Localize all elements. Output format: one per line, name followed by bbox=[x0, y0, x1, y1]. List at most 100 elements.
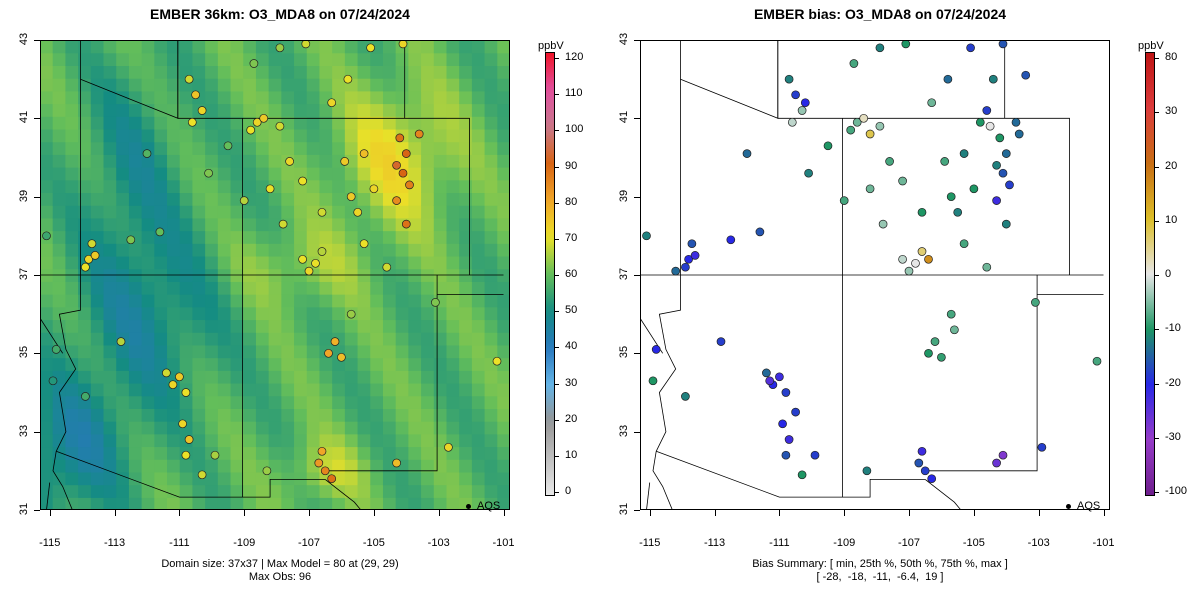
grid-cell bbox=[217, 395, 232, 409]
grid-cell bbox=[103, 179, 117, 194]
grid-cell bbox=[217, 459, 232, 473]
grid-cell bbox=[65, 357, 79, 371]
grid-cell bbox=[268, 281, 282, 295]
grid-cell bbox=[52, 319, 66, 333]
grid-cell bbox=[243, 40, 257, 54]
grid-cell bbox=[433, 52, 448, 66]
grid-cell bbox=[459, 255, 473, 270]
grid-cell bbox=[255, 421, 270, 435]
grid-cell bbox=[103, 484, 117, 498]
grid-cell bbox=[459, 179, 473, 194]
grid-cell bbox=[268, 128, 282, 143]
grid-cell bbox=[116, 294, 130, 308]
grid-cell bbox=[128, 167, 143, 181]
grid-cell bbox=[281, 344, 295, 359]
grid-cell bbox=[433, 357, 448, 371]
grid-cell bbox=[103, 319, 117, 333]
grid-cell bbox=[281, 484, 295, 498]
grid-cell bbox=[230, 459, 244, 473]
grid-cell bbox=[395, 255, 409, 270]
left-footer-line2: Max Obs: 96 bbox=[248, 571, 312, 583]
grid-cell bbox=[344, 141, 359, 155]
grid-cell bbox=[205, 154, 219, 168]
grid-cell bbox=[268, 192, 282, 206]
grid-cell bbox=[268, 217, 282, 232]
grid-cell bbox=[421, 217, 435, 232]
grid-cell bbox=[471, 421, 486, 435]
aqs-station-marker bbox=[998, 168, 1008, 178]
aqs-station-marker bbox=[762, 368, 771, 378]
aqs-station-marker bbox=[927, 474, 937, 484]
grid-cell bbox=[40, 446, 54, 460]
aqs-station-marker bbox=[800, 98, 810, 108]
grid-cell bbox=[332, 40, 346, 54]
x-axis-tick-mark bbox=[1038, 510, 1040, 516]
grid-cell bbox=[40, 205, 54, 219]
grid-cell bbox=[217, 306, 232, 321]
grid-cell bbox=[217, 52, 232, 66]
grid-cell bbox=[459, 421, 473, 435]
grid-cell bbox=[471, 154, 486, 168]
grid-cell bbox=[154, 294, 168, 308]
grid-cell bbox=[103, 446, 117, 460]
grid-cell bbox=[497, 421, 510, 435]
grid-cell bbox=[446, 344, 460, 359]
grid-cell bbox=[497, 179, 510, 194]
grid-cell bbox=[154, 395, 168, 409]
grid-cell bbox=[128, 306, 143, 321]
grid-cell bbox=[167, 90, 181, 105]
grid-cell bbox=[243, 103, 257, 117]
grid-cell bbox=[319, 192, 333, 206]
grid-cell bbox=[52, 154, 66, 168]
grid-cell bbox=[268, 306, 282, 321]
grid-cell bbox=[268, 294, 282, 308]
grid-cell bbox=[141, 370, 155, 384]
aqs-station-marker bbox=[859, 113, 869, 123]
aqs-station-marker bbox=[87, 239, 97, 249]
grid-cell bbox=[497, 382, 510, 397]
grid-cell bbox=[141, 90, 155, 105]
grid-cell bbox=[116, 103, 130, 117]
x-axis-tick-mark bbox=[714, 510, 716, 516]
grid-cell bbox=[141, 294, 155, 308]
grid-cell bbox=[205, 179, 219, 194]
grid-cell bbox=[281, 497, 295, 510]
grid-cell bbox=[497, 306, 510, 321]
aqs-station-marker bbox=[787, 117, 797, 127]
grid-cell bbox=[65, 65, 79, 79]
grid-cell bbox=[217, 205, 232, 219]
aqs-station-marker bbox=[969, 184, 979, 194]
y-axis-tick-label: 31 bbox=[618, 502, 630, 516]
aqs-station-marker bbox=[346, 309, 356, 319]
grid-cell bbox=[484, 446, 498, 460]
colorbar-tick-mark bbox=[555, 94, 559, 96]
grid-cell bbox=[497, 52, 510, 66]
grid-cell bbox=[319, 408, 333, 422]
grid-cell bbox=[90, 484, 105, 498]
grid-cell bbox=[408, 141, 422, 155]
grid-cell bbox=[268, 90, 282, 105]
grid-cell bbox=[421, 382, 435, 397]
grid-cell bbox=[497, 433, 510, 448]
grid-cell bbox=[484, 382, 498, 397]
grid-cell bbox=[332, 179, 346, 194]
grid-cell bbox=[344, 319, 359, 333]
grid-cell bbox=[192, 205, 206, 219]
grid-cell bbox=[395, 395, 409, 409]
grid-cell bbox=[497, 484, 510, 498]
grid-cell bbox=[167, 141, 181, 155]
state-boundary-line bbox=[242, 117, 470, 275]
grid-cell bbox=[243, 332, 257, 346]
grid-cell bbox=[255, 382, 270, 397]
grid-cell bbox=[471, 128, 486, 143]
grid-cell bbox=[484, 103, 498, 117]
grid-cell bbox=[306, 192, 321, 206]
aqs-station-marker bbox=[1037, 442, 1047, 452]
x-axis-tick-mark bbox=[244, 510, 246, 516]
grid-cell bbox=[141, 382, 155, 397]
grid-cell bbox=[205, 192, 219, 206]
grid-cell bbox=[332, 192, 346, 206]
grid-cell bbox=[243, 281, 257, 295]
aqs-station-marker bbox=[998, 450, 1008, 460]
grid-cell bbox=[357, 484, 371, 498]
